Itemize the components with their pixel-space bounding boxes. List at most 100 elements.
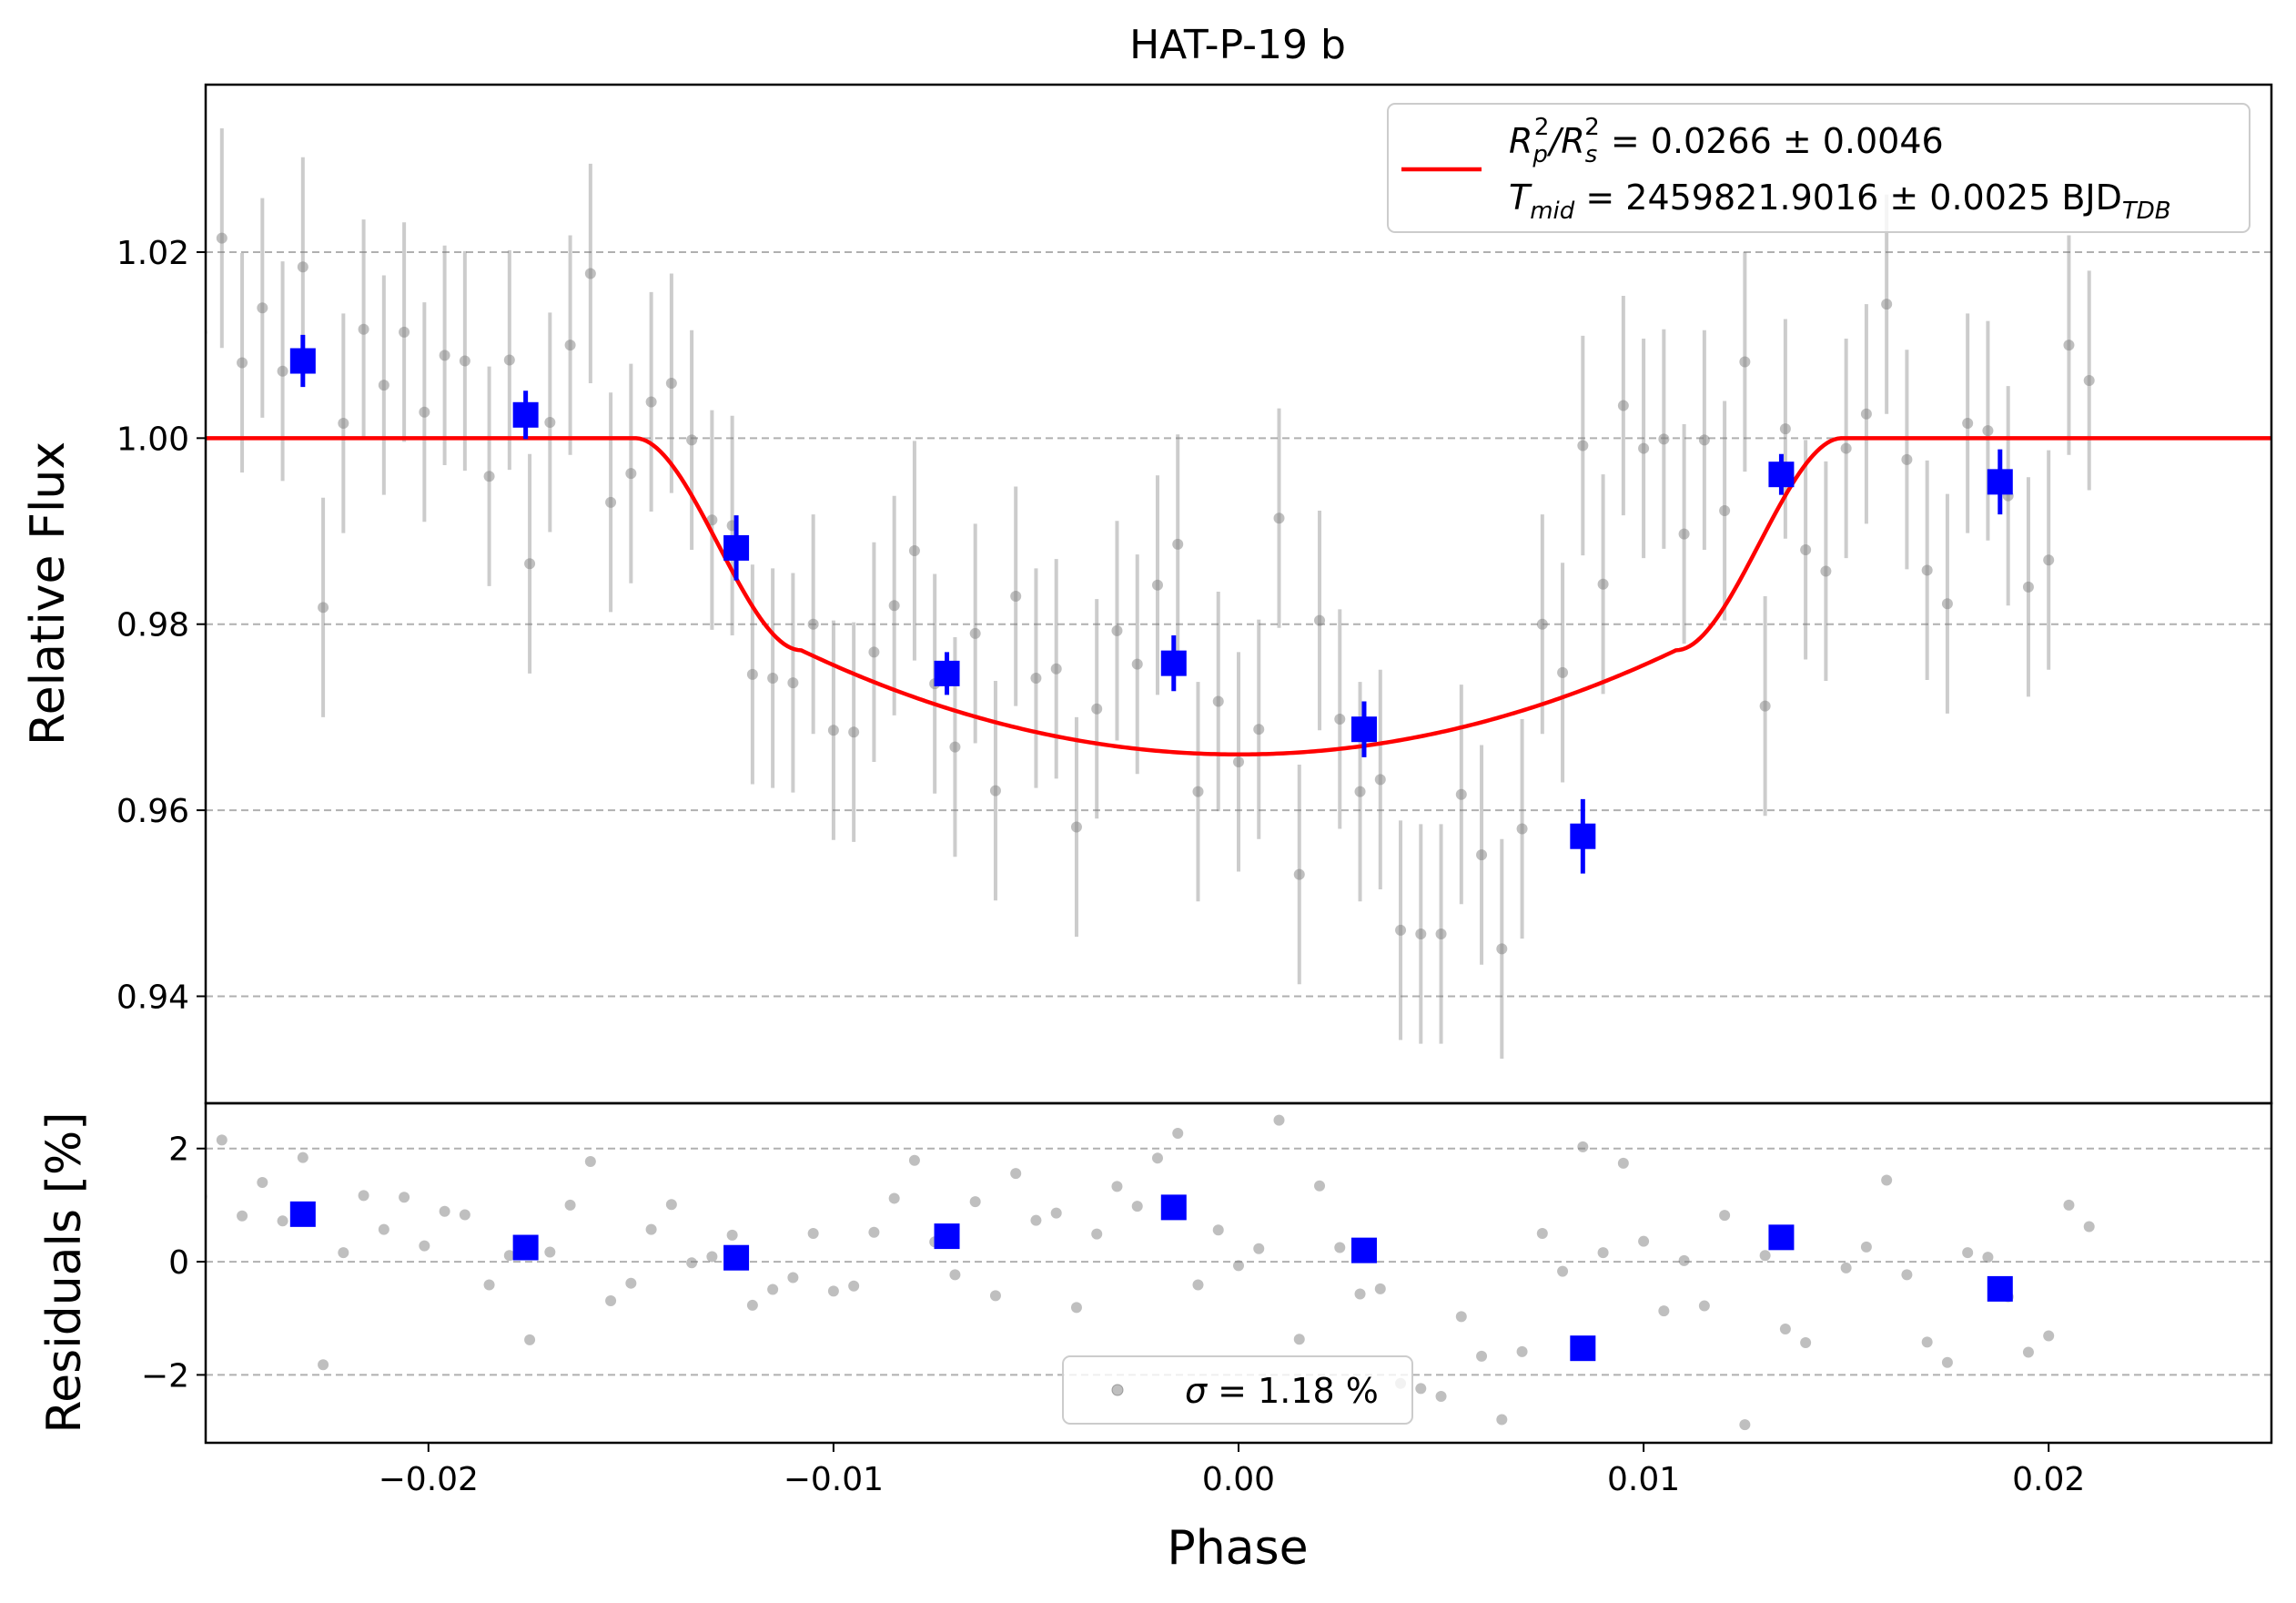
residual-data-point: [1901, 1269, 1913, 1281]
residual-binned-point: [289, 1201, 316, 1227]
flux-data-point: [1131, 658, 1143, 670]
residual-data-point: [1314, 1180, 1326, 1192]
residual-data-point: [1516, 1345, 1528, 1357]
flux-data-point: [1334, 713, 1346, 725]
flux-data-point: [544, 416, 556, 428]
flux-data-points: [206, 232, 2095, 955]
flux-data-point: [807, 618, 819, 630]
flux-data-point: [1820, 565, 1832, 577]
residual-data-point: [827, 1285, 839, 1297]
residual-data-point: [1678, 1254, 1690, 1266]
flux-y-tick-label: 1.00: [116, 421, 189, 458]
flux-data-point: [1010, 591, 1022, 603]
residual-data-point: [1577, 1141, 1589, 1152]
residual-data-point: [419, 1240, 430, 1252]
flux-data-point: [1354, 786, 1366, 797]
residual-data-point: [706, 1251, 718, 1263]
residual-data-point: [908, 1154, 920, 1166]
flux-data-point: [706, 514, 718, 526]
flux-binned-point: [1768, 462, 1795, 488]
x-tick-label: −0.01: [784, 1461, 884, 1498]
residual-binned-point: [723, 1244, 750, 1271]
flux-data-point: [1070, 821, 1082, 833]
residual-data-point: [564, 1199, 576, 1211]
flux-y-tick-label: 0.96: [116, 793, 189, 830]
flux-data-point: [625, 468, 637, 480]
flux-data-point: [584, 268, 596, 279]
residual-data-point: [1172, 1127, 1184, 1139]
residual-data-point: [645, 1223, 657, 1235]
flux-data-point: [827, 725, 839, 736]
residual-data-point: [1070, 1302, 1082, 1314]
residual-data-point: [888, 1192, 900, 1204]
flux-data-point: [1233, 756, 1244, 767]
residual-data-point: [1739, 1419, 1751, 1431]
flux-data-point: [868, 646, 880, 658]
flux-binned-point: [512, 401, 539, 428]
residual-data-point: [2022, 1346, 2034, 1358]
residual-binned-points: [289, 1194, 2013, 1362]
residual-data-point: [1881, 1174, 1893, 1186]
flux-data-point: [237, 357, 248, 369]
flux-data-point: [1030, 672, 1042, 684]
residual-data-point: [1050, 1207, 1062, 1219]
flux-data-point: [2043, 554, 2055, 566]
flux-data-point: [1273, 512, 1285, 524]
flux-data-point: [1962, 417, 1974, 429]
flux-data-point: [439, 350, 450, 361]
flux-data-point: [2083, 374, 2095, 386]
x-tick-label: 0.00: [1202, 1461, 1275, 1498]
flux-legend: Rp2/Rs2 = 0.0266 ± 0.0046 Tmid = 2459821…: [1387, 103, 2250, 233]
flux-data-point: [1476, 849, 1488, 861]
flux-data-point: [1840, 442, 1852, 454]
residual-binned-point: [1570, 1335, 1596, 1362]
flux-data-point: [1860, 408, 1872, 420]
flux-data-point: [277, 365, 288, 377]
residual-data-point: [1273, 1114, 1285, 1126]
flux-data-point: [1698, 434, 1710, 446]
residuals-legend: σ = 1.18 %: [1062, 1355, 1413, 1425]
flux-data-point: [1516, 823, 1528, 835]
residual-data-point: [1476, 1350, 1488, 1362]
residual-data-point: [767, 1283, 779, 1295]
residual-data-point: [2063, 1199, 2075, 1211]
flux-binned-points: [289, 334, 2013, 874]
residual-data-point: [1962, 1247, 1974, 1259]
residual-data-point: [1597, 1247, 1609, 1259]
flux-data-point: [1151, 579, 1163, 591]
flux-data-point: [297, 261, 308, 273]
flux-data-point: [216, 232, 228, 244]
residual-data-point: [1536, 1227, 1548, 1239]
legend-residual-swatch: [1111, 1384, 1124, 1396]
flux-binned-point: [934, 660, 960, 686]
residual-data-point: [1617, 1157, 1629, 1169]
residual-data-point: [1638, 1235, 1650, 1247]
x-axis-label: Phase: [1167, 1521, 1308, 1576]
flux-data-point: [1374, 774, 1386, 786]
residual-data-point: [1151, 1152, 1163, 1164]
flux-data-point: [1901, 453, 1913, 465]
flux-data-point: [888, 600, 900, 612]
residual-data-point: [1860, 1241, 1872, 1253]
residual-data-point: [1698, 1300, 1710, 1312]
residual-data-point: [969, 1196, 981, 1208]
flux-data-point: [1557, 666, 1569, 678]
flux-data-point: [2022, 581, 2034, 593]
residual-data-point: [503, 1250, 515, 1262]
residual-data-point: [1293, 1334, 1305, 1345]
residual-data-point: [1192, 1279, 1204, 1291]
flux-data-point: [1455, 788, 1467, 800]
flux-data-point: [1577, 440, 1589, 451]
flux-data-point: [1779, 423, 1791, 435]
residual-binned-point: [1350, 1237, 1377, 1263]
chart-title: HAT-P-19 b: [1129, 22, 1346, 68]
residual-data-point: [1030, 1214, 1042, 1226]
residual-data-point: [1435, 1391, 1447, 1403]
flux-data-point: [787, 677, 799, 689]
flux-data-point: [1921, 564, 1933, 576]
flux-data-point: [908, 544, 920, 556]
flux-data-point: [1435, 928, 1447, 940]
residual-data-point: [665, 1199, 677, 1211]
residual-data-point: [1759, 1250, 1771, 1262]
residual-binned-point: [512, 1234, 539, 1261]
